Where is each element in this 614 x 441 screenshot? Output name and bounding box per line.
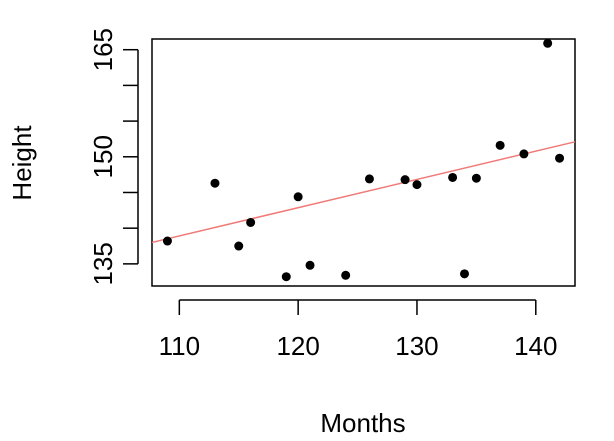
data-point xyxy=(162,236,172,246)
data-point xyxy=(543,38,553,48)
data-point xyxy=(448,172,458,182)
x-tick-label: 110 xyxy=(159,331,200,361)
plot-frame xyxy=(151,38,576,287)
data-point xyxy=(210,178,220,188)
y-axis-title: Height xyxy=(7,125,37,201)
x-tick-label: 130 xyxy=(395,331,438,361)
data-point xyxy=(459,269,469,279)
data-point xyxy=(400,175,410,185)
trendline xyxy=(151,141,576,244)
data-point xyxy=(293,192,303,202)
y-axis: 135 150 165 xyxy=(88,28,139,286)
data-points xyxy=(162,38,565,282)
data-point xyxy=(305,260,315,270)
x-axis: 110 120 130 140 xyxy=(159,299,557,361)
x-tick-label: 120 xyxy=(276,331,319,361)
y-tick-label: 135 xyxy=(88,242,118,285)
data-point xyxy=(281,272,291,282)
data-point xyxy=(495,140,505,150)
x-tick-label: 140 xyxy=(514,331,557,361)
x-axis-title: Months xyxy=(320,408,405,438)
data-point xyxy=(246,217,256,227)
data-point xyxy=(519,149,529,159)
data-point xyxy=(364,174,374,184)
y-tick-label: 165 xyxy=(88,28,118,71)
data-point xyxy=(471,173,481,183)
data-point xyxy=(234,241,244,251)
y-tick-label: 150 xyxy=(88,135,118,178)
data-point xyxy=(555,153,565,163)
data-point xyxy=(341,270,351,280)
data-point xyxy=(412,180,422,190)
regression-line xyxy=(151,141,576,244)
